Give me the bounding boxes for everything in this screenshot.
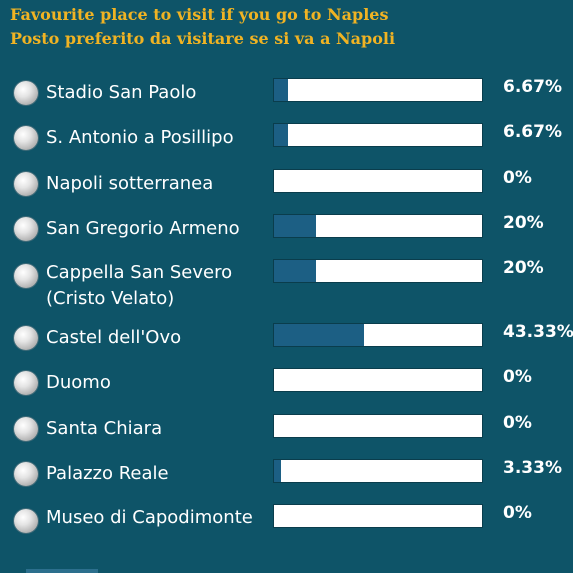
result-bar-fill (274, 260, 316, 282)
percent-label: 0% (503, 413, 532, 433)
result-bar (273, 169, 483, 193)
percent-label: 0% (503, 168, 532, 188)
percent-label: 0% (503, 367, 532, 387)
result-bar (273, 78, 483, 102)
radio-button[interactable] (14, 371, 38, 395)
option-label: Napoli sotterranea (46, 173, 214, 194)
result-bar-fill (274, 124, 288, 146)
option-label: Duomo (46, 372, 111, 393)
option-label: Palazzo Reale (46, 463, 169, 484)
radio-button[interactable] (14, 509, 38, 533)
radio-button[interactable] (14, 126, 38, 150)
percent-label: 43.33% (503, 322, 573, 342)
percent-label: 20% (503, 258, 544, 278)
result-bar (273, 414, 483, 438)
option-label: Santa Chiara (46, 418, 163, 439)
result-bar-fill (274, 79, 288, 101)
poll-title-english: Favourite place to visit if you go to Na… (10, 5, 389, 24)
poll-title-italian: Posto preferito da visitare se si va a N… (10, 29, 396, 48)
scroll-hint-bar (26, 569, 98, 573)
result-bar-fill (274, 460, 281, 482)
radio-button[interactable] (14, 326, 38, 350)
radio-button[interactable] (14, 81, 38, 105)
result-bar (273, 323, 483, 347)
result-bar-fill (274, 324, 365, 346)
option-label: Museo di Capodimonte (46, 507, 253, 528)
percent-label: 6.67% (503, 77, 562, 97)
result-bar (273, 368, 483, 392)
option-label: S. Antonio a Posillipo (46, 127, 234, 148)
option-label: Castel dell'Ovo (46, 327, 182, 348)
result-bar (273, 214, 483, 238)
option-label: Cappella San Severo (Cristo Velato) (46, 262, 233, 309)
percent-label: 0% (503, 503, 532, 523)
result-bar (273, 259, 483, 283)
result-bar (273, 504, 483, 528)
result-bar-fill (274, 215, 316, 237)
percent-label: 20% (503, 213, 544, 233)
percent-label: 3.33% (503, 458, 562, 478)
result-bar (273, 459, 483, 483)
option-label: San Gregorio Armeno (46, 218, 240, 239)
radio-button[interactable] (14, 264, 38, 288)
radio-button[interactable] (14, 172, 38, 196)
option-label: Stadio San Paolo (46, 82, 197, 103)
radio-button[interactable] (14, 217, 38, 241)
radio-button[interactable] (14, 462, 38, 486)
result-bar (273, 123, 483, 147)
percent-label: 6.67% (503, 122, 562, 142)
radio-button[interactable] (14, 417, 38, 441)
